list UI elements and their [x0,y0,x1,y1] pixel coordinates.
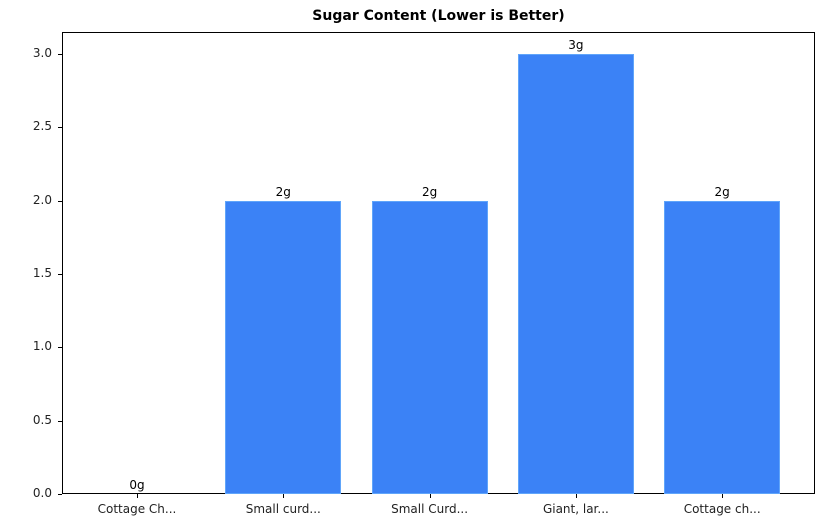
bar-value-label: 0g [129,478,145,492]
bar [371,200,488,494]
y-tick-label: 1.5 [32,266,52,280]
y-tick-mark [58,420,62,422]
y-tick-mark [58,347,62,349]
x-tick-label: Giant, lar... [542,502,609,516]
y-tick-label: 0.5 [32,412,52,427]
x-tick-label: Small curd... [245,502,321,516]
y-tick-mark [58,54,62,55]
x-tick-mark [722,494,724,498]
x-tick-label: Cottage Ch... [97,502,177,516]
y-tick-label: 1.0 [32,339,52,354]
bar-value-label: 2g [714,184,730,199]
bar [664,200,781,494]
y-tick-label: 3.0 [32,46,52,60]
y-tick-mark [58,200,62,202]
x-tick-mark [575,494,577,498]
bar-value-label: 2g [275,184,291,199]
y-tick-mark [58,274,62,275]
x-tick-mark [283,494,285,498]
y-tick-label: 0.0 [32,486,52,500]
y-tick-label: 2.5 [32,119,52,134]
y-tick-mark [58,127,62,129]
bar-value-label: 3g [568,38,584,52]
y-tick-label: 2.0 [32,192,52,207]
chart-title: Sugar Content (Lower is Better) [312,8,565,24]
x-tick-label: Cottage ch... [683,502,761,516]
bar [517,54,634,494]
bar [225,200,342,494]
x-tick-label: Small Curd... [391,502,469,516]
bar-value-label: 2g [421,184,438,199]
x-tick-mark [137,494,138,498]
y-tick-mark [58,494,62,495]
x-tick-mark [429,494,431,498]
